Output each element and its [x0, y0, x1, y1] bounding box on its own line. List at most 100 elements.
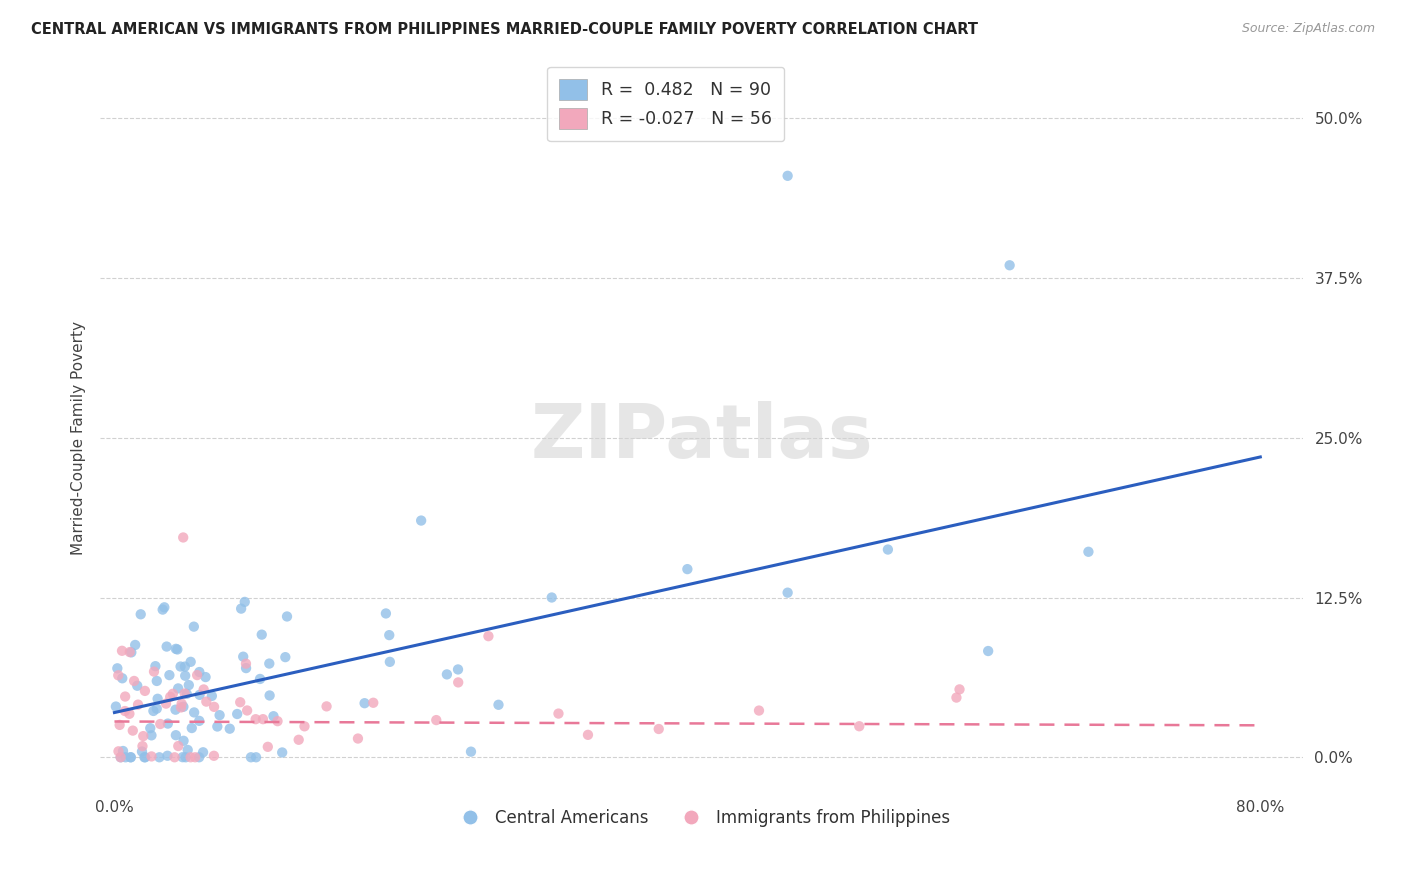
- Point: [172, 531, 194, 545]
- Point: [121, 723, 143, 738]
- Point: [165, 728, 187, 742]
- Point: [315, 699, 337, 714]
- Point: [134, 684, 156, 698]
- Point: [156, 640, 179, 654]
- Point: [411, 514, 433, 528]
- Point: [460, 745, 482, 759]
- Point: [127, 698, 149, 712]
- Point: [776, 169, 799, 183]
- Point: [183, 620, 205, 634]
- Point: [245, 712, 267, 726]
- Point: [274, 650, 297, 665]
- Point: [114, 750, 136, 764]
- Point: [271, 746, 294, 760]
- Point: [149, 717, 172, 731]
- Point: [174, 750, 197, 764]
- Point: [111, 744, 134, 758]
- Point: [180, 750, 202, 764]
- Point: [249, 672, 271, 686]
- Point: [877, 542, 900, 557]
- Point: [477, 629, 499, 643]
- Point: [134, 750, 156, 764]
- Point: [124, 638, 146, 652]
- Point: [436, 667, 458, 681]
- Point: [152, 602, 174, 616]
- Point: [134, 750, 156, 764]
- Point: [195, 695, 218, 709]
- Point: [183, 706, 205, 720]
- Point: [676, 562, 699, 576]
- Point: [1077, 545, 1099, 559]
- Point: [165, 641, 187, 656]
- Point: [945, 690, 967, 705]
- Point: [374, 607, 396, 621]
- Point: [107, 744, 129, 758]
- Point: [120, 645, 142, 659]
- Point: [188, 750, 211, 764]
- Point: [378, 628, 401, 642]
- Point: [250, 627, 273, 641]
- Point: [173, 659, 195, 673]
- Point: [143, 665, 166, 679]
- Point: [540, 591, 562, 605]
- Point: [180, 655, 202, 669]
- Point: [208, 708, 231, 723]
- Point: [184, 750, 207, 764]
- Point: [347, 731, 370, 746]
- Point: [194, 670, 217, 684]
- Point: [174, 669, 197, 683]
- Point: [202, 699, 225, 714]
- Point: [163, 750, 186, 764]
- Point: [177, 678, 200, 692]
- Point: [447, 675, 470, 690]
- Text: ZIPatlas: ZIPatlas: [530, 401, 873, 475]
- Point: [998, 258, 1021, 272]
- Point: [425, 713, 447, 727]
- Point: [167, 739, 190, 753]
- Point: [259, 657, 281, 671]
- Point: [169, 659, 191, 673]
- Point: [201, 689, 224, 703]
- Point: [193, 682, 215, 697]
- Point: [488, 698, 510, 712]
- Point: [447, 662, 470, 676]
- Point: [111, 671, 134, 685]
- Point: [229, 695, 252, 709]
- Point: [186, 668, 208, 682]
- Point: [202, 748, 225, 763]
- Point: [141, 749, 163, 764]
- Point: [176, 687, 198, 701]
- Point: [122, 673, 145, 688]
- Point: [173, 686, 195, 700]
- Point: [166, 642, 188, 657]
- Point: [114, 690, 136, 704]
- Point: [235, 657, 257, 671]
- Point: [129, 607, 152, 622]
- Point: [120, 750, 142, 764]
- Point: [104, 699, 127, 714]
- Point: [155, 697, 177, 711]
- Point: [776, 585, 799, 599]
- Point: [170, 700, 193, 714]
- Point: [108, 718, 131, 732]
- Point: [131, 745, 153, 759]
- Point: [139, 721, 162, 735]
- Point: [287, 732, 309, 747]
- Point: [207, 719, 229, 733]
- Point: [231, 601, 253, 615]
- Point: [266, 714, 288, 728]
- Point: [170, 697, 193, 711]
- Point: [114, 704, 136, 718]
- Point: [153, 600, 176, 615]
- Point: [361, 696, 384, 710]
- Point: [188, 714, 211, 728]
- Point: [111, 644, 134, 658]
- Point: [226, 706, 249, 721]
- Y-axis label: Married-Couple Family Poverty: Married-Couple Family Poverty: [72, 321, 86, 555]
- Text: Source: ZipAtlas.com: Source: ZipAtlas.com: [1241, 22, 1375, 36]
- Text: CENTRAL AMERICAN VS IMMIGRANTS FROM PHILIPPINES MARRIED-COUPLE FAMILY POVERTY CO: CENTRAL AMERICAN VS IMMIGRANTS FROM PHIL…: [31, 22, 979, 37]
- Point: [145, 659, 167, 673]
- Point: [353, 696, 375, 710]
- Point: [131, 739, 153, 753]
- Point: [977, 644, 1000, 658]
